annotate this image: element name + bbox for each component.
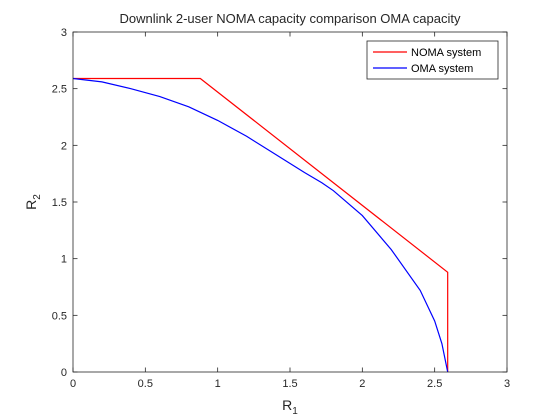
x-tick-label: 0 [70, 378, 76, 390]
y-axis-label-subscript: 2 [32, 194, 43, 200]
x-tick-label: 2 [359, 378, 365, 390]
x-axis-label-base: R [282, 397, 292, 413]
x-tick-label: 1 [215, 378, 221, 390]
plot-area [73, 32, 507, 372]
legend-label-noma: NOMA system [411, 47, 481, 59]
x-tick-label: 1.5 [282, 378, 297, 390]
y-tick-label: 1.5 [52, 197, 67, 209]
x-tick-label: 3 [504, 378, 510, 390]
y-axis-label-base: R [23, 200, 39, 210]
legend-label-oma: OMA system [411, 63, 473, 75]
y-axis-label: R2 [23, 194, 43, 210]
chart-title: Downlink 2-user NOMA capacity comparison… [119, 11, 461, 26]
x-tick-label: 2.5 [427, 378, 442, 390]
y-tick-label: 0 [61, 367, 67, 379]
y-tick-label: 2 [61, 140, 67, 152]
ticks-layer: 0 0.5 1 1.5 2 2.5 3 0 0.5 1 1.5 2 2.5 3 [52, 27, 510, 390]
series-layer [72, 77, 449, 373]
series-line-oma [72, 77, 449, 373]
legend: NOMA system OMA system [366, 40, 499, 80]
x-axis-label: R1 [282, 397, 298, 417]
y-tick-label: 2.5 [52, 84, 67, 96]
x-tick-label: 0.5 [138, 378, 153, 390]
y-tick-label: 1 [61, 254, 67, 266]
series-line-noma [73, 77, 449, 372]
y-tick-label: 3 [61, 27, 67, 39]
x-axis-label-subscript: 1 [292, 406, 298, 417]
y-tick-label: 0.5 [52, 310, 67, 322]
legend-box [366, 40, 499, 80]
